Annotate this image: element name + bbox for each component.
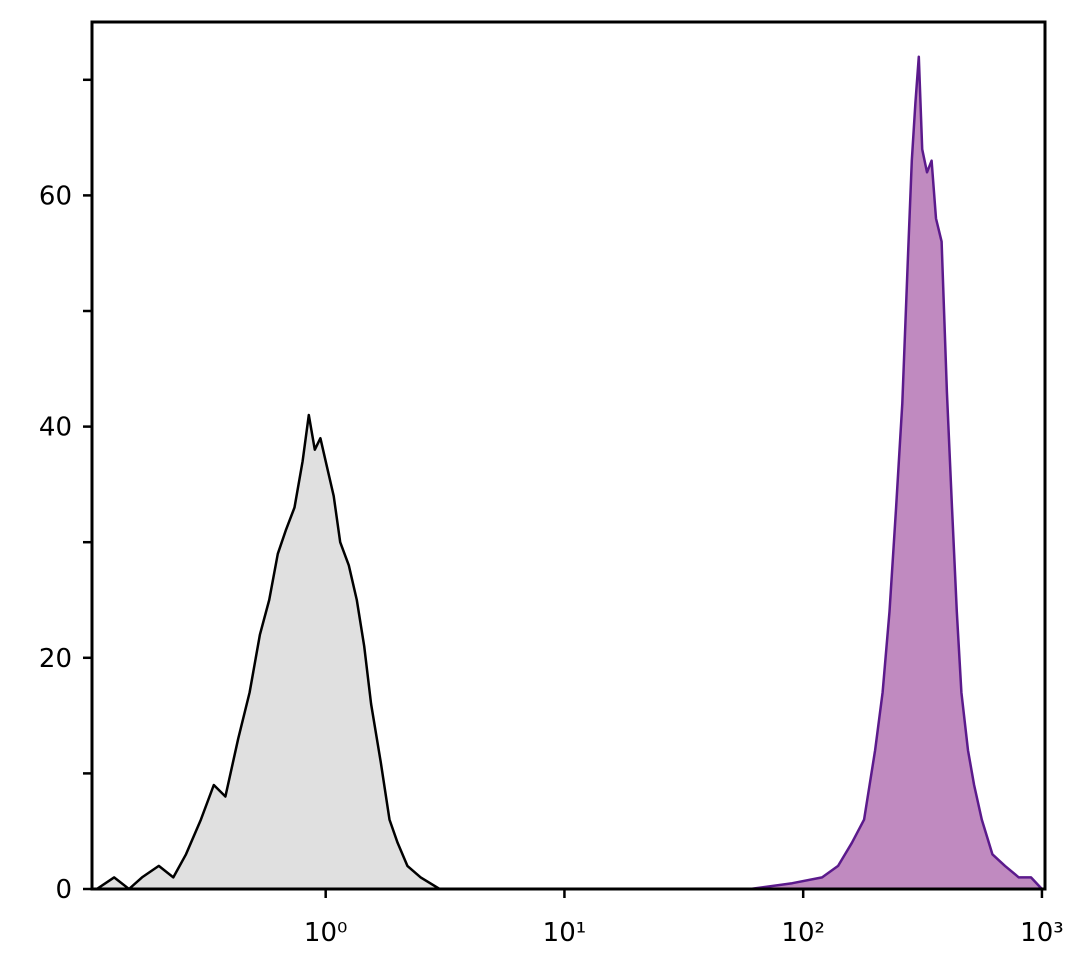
area <box>750 56 1042 889</box>
x-tick-label: 10¹ <box>543 918 587 948</box>
x-tick-label: 10⁰ <box>304 918 348 948</box>
line <box>96 413 470 891</box>
y-tick-label: 40 <box>39 413 72 443</box>
x-tick-label: 10² <box>781 918 825 948</box>
line <box>750 55 1043 891</box>
x-tick-label: 10³ <box>1020 918 1064 948</box>
y-tick-label: 20 <box>39 644 72 674</box>
y-tick-label: 0 <box>55 875 72 905</box>
plot-frame <box>90 20 1047 891</box>
area <box>96 415 470 889</box>
y-tick-label: 60 <box>39 181 72 211</box>
